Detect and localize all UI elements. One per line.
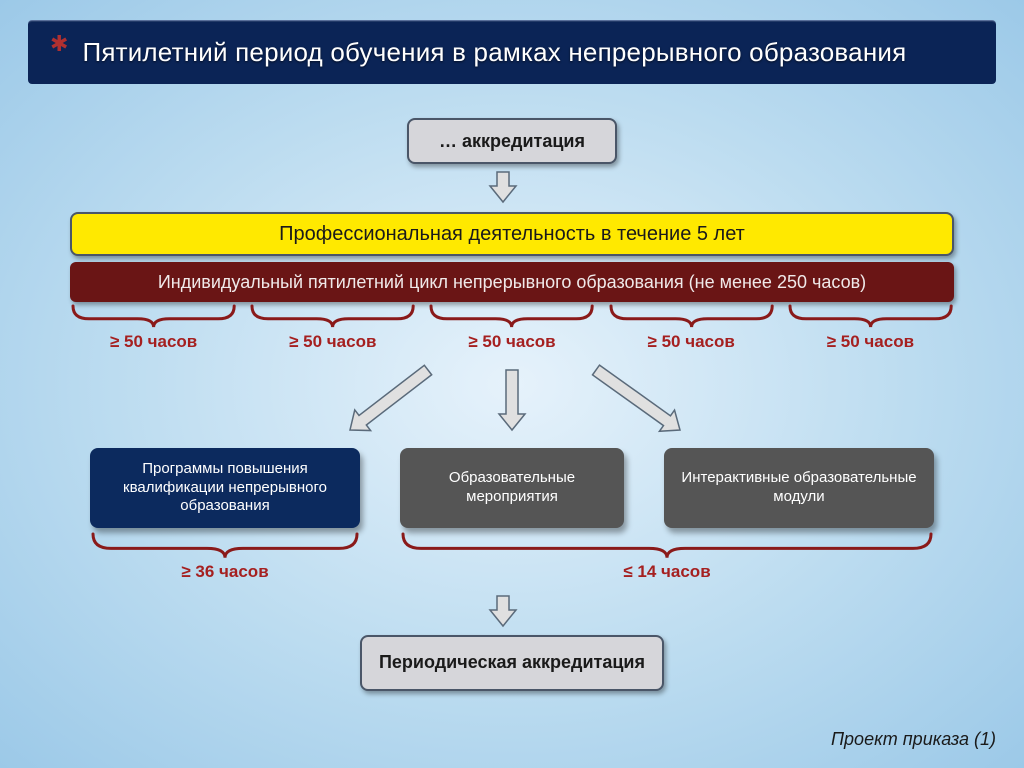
footer-citation: Проект приказа (1) (831, 729, 996, 750)
title-star-icon: ✱ (50, 21, 68, 57)
category-brace-label: ≤ 14 часов (400, 562, 934, 582)
year-brace-label: ≥ 50 часов (70, 332, 237, 352)
category-box: Образовательные мероприятия (400, 448, 624, 528)
year-brace-label: ≥ 50 часов (787, 332, 954, 352)
year-brace: ≥ 50 часов (249, 304, 416, 352)
year-brace: ≥ 50 часов (787, 304, 954, 352)
page-title: Пятилетний период обучения в рамках непр… (82, 37, 906, 68)
box-periodic-accreditation: Периодическая аккредитация (360, 635, 664, 691)
year-brace: ≥ 50 часов (428, 304, 595, 352)
title-banner: ✱ Пятилетний период обучения в рамках не… (28, 20, 996, 84)
year-brace: ≥ 50 часов (608, 304, 775, 352)
category-box: Программы повышения квалификации непреры… (90, 448, 360, 528)
year-brace-label: ≥ 50 часов (249, 332, 416, 352)
category-box: Интерактивные образовательные модули (664, 448, 934, 528)
category-brace: ≤ 14 часов (400, 532, 934, 582)
category-brace: ≥ 36 часов (90, 532, 360, 582)
year-brace-label: ≥ 50 часов (608, 332, 775, 352)
category-brace-label: ≥ 36 часов (90, 562, 360, 582)
box-cycle: Индивидуальный пятилетний цикл непрерывн… (70, 262, 954, 302)
year-brace-label: ≥ 50 часов (428, 332, 595, 352)
year-brace: ≥ 50 часов (70, 304, 237, 352)
box-accreditation: … аккредитация (407, 118, 617, 164)
box-professional-activity: Профессиональная деятельность в течение … (70, 212, 954, 256)
